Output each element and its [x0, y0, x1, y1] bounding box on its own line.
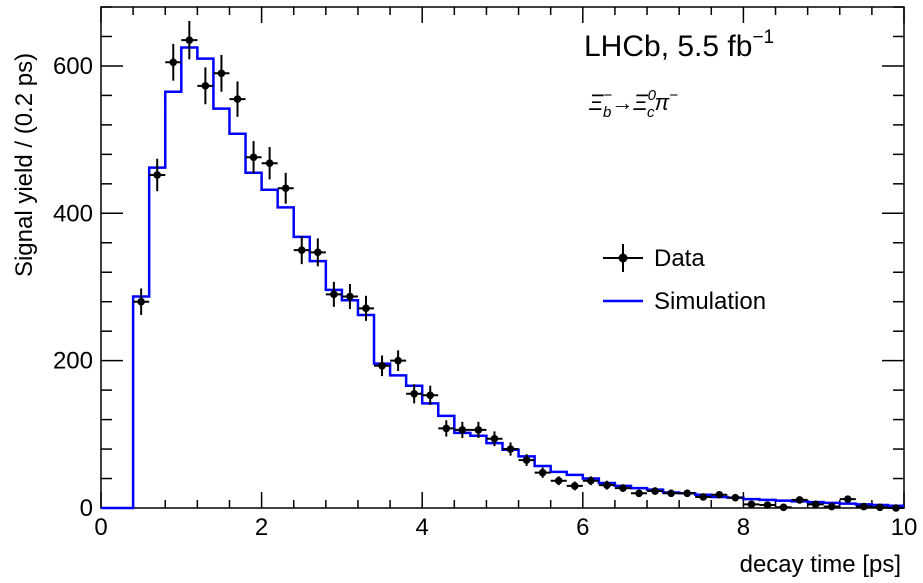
data-point — [534, 467, 551, 478]
data-point — [598, 480, 615, 490]
data-point — [213, 54, 230, 92]
data-point — [390, 350, 407, 371]
x-tick-label: 4 — [416, 514, 429, 541]
y-tick-label: 400 — [53, 200, 93, 227]
decay-arrow: → — [611, 90, 633, 115]
legend-data-marker — [603, 244, 643, 272]
data-point — [341, 284, 358, 310]
experiment-text: LHCb, 5.5 fb — [584, 30, 752, 63]
data-point — [422, 385, 439, 405]
data-point — [871, 503, 888, 512]
data-point — [309, 238, 326, 267]
y-tick-label: 0 — [80, 495, 93, 522]
data-point — [775, 503, 792, 512]
y-tick-label: 600 — [53, 53, 93, 80]
data-point — [727, 493, 744, 502]
decay-parent-sub: b — [603, 104, 611, 121]
experiment-label: LHCb, 5.5 fb−1 — [584, 27, 774, 63]
decay-parent: Ξ — [588, 90, 604, 115]
data-point — [181, 20, 198, 60]
y-tick-label: 200 — [53, 348, 93, 375]
data-point — [149, 158, 166, 192]
data-point — [759, 501, 776, 509]
data-point — [518, 454, 535, 467]
data-point — [165, 43, 182, 81]
decay-pion: π — [654, 90, 670, 115]
data-point — [486, 431, 503, 447]
legend-simulation-label: Simulation — [654, 288, 766, 315]
data-point — [582, 476, 599, 486]
data-point — [695, 493, 712, 501]
y-axis-title: Signal yield / (0.2 ps) — [11, 53, 38, 277]
axis-ticks — [100, 6, 905, 509]
data-point — [133, 288, 150, 315]
data-point — [550, 476, 567, 486]
decay-child-sub: c — [647, 104, 655, 121]
x-tick-label: 10 — [891, 514, 918, 541]
data-point — [791, 496, 808, 504]
data-point — [647, 487, 664, 495]
x-axis-title: decay time [ps] — [740, 551, 901, 578]
legend-data-label: Data — [654, 245, 705, 272]
data-point — [502, 442, 519, 456]
data-point — [743, 500, 760, 509]
data-point — [807, 500, 824, 509]
data-point — [679, 489, 696, 498]
plot-frame — [100, 6, 905, 509]
decay-parent-sup: − — [603, 87, 612, 104]
data-point — [325, 281, 342, 307]
data-points — [133, 20, 904, 512]
data-point — [229, 81, 246, 117]
decay-label: Ξ− b→Ξ0 cπ− — [588, 87, 678, 121]
data-point — [711, 490, 728, 499]
data-point — [823, 502, 840, 511]
x-tick-label: 8 — [737, 514, 750, 541]
x-tick-label: 6 — [576, 514, 589, 541]
experiment-superscript: −1 — [752, 27, 774, 48]
legend: Data Simulation — [603, 244, 766, 315]
data-point — [855, 502, 872, 511]
data-point — [293, 236, 310, 265]
x-tick-label: 2 — [255, 514, 268, 541]
data-point — [614, 484, 631, 492]
x-tick-label: 0 — [94, 514, 107, 541]
decay-child-sup: 0 — [648, 87, 657, 104]
data-point — [277, 172, 294, 204]
data-point — [630, 489, 648, 498]
data-point — [374, 355, 391, 377]
decay-pion-sup: − — [669, 87, 678, 104]
axis-tick-labels: 0 2 4 6 8 10 0 200 400 600 — [53, 53, 917, 541]
data-point — [261, 146, 278, 180]
data-point — [839, 495, 856, 503]
data-point — [406, 384, 423, 404]
data-point — [566, 481, 583, 491]
data-point — [470, 421, 487, 439]
data-point — [357, 295, 375, 321]
data-point — [663, 489, 680, 498]
data-point — [454, 421, 471, 439]
data-point — [438, 420, 455, 437]
data-point — [245, 141, 262, 174]
data-point — [887, 504, 904, 512]
decay-child: Ξ — [632, 90, 648, 115]
data-point — [197, 67, 214, 105]
